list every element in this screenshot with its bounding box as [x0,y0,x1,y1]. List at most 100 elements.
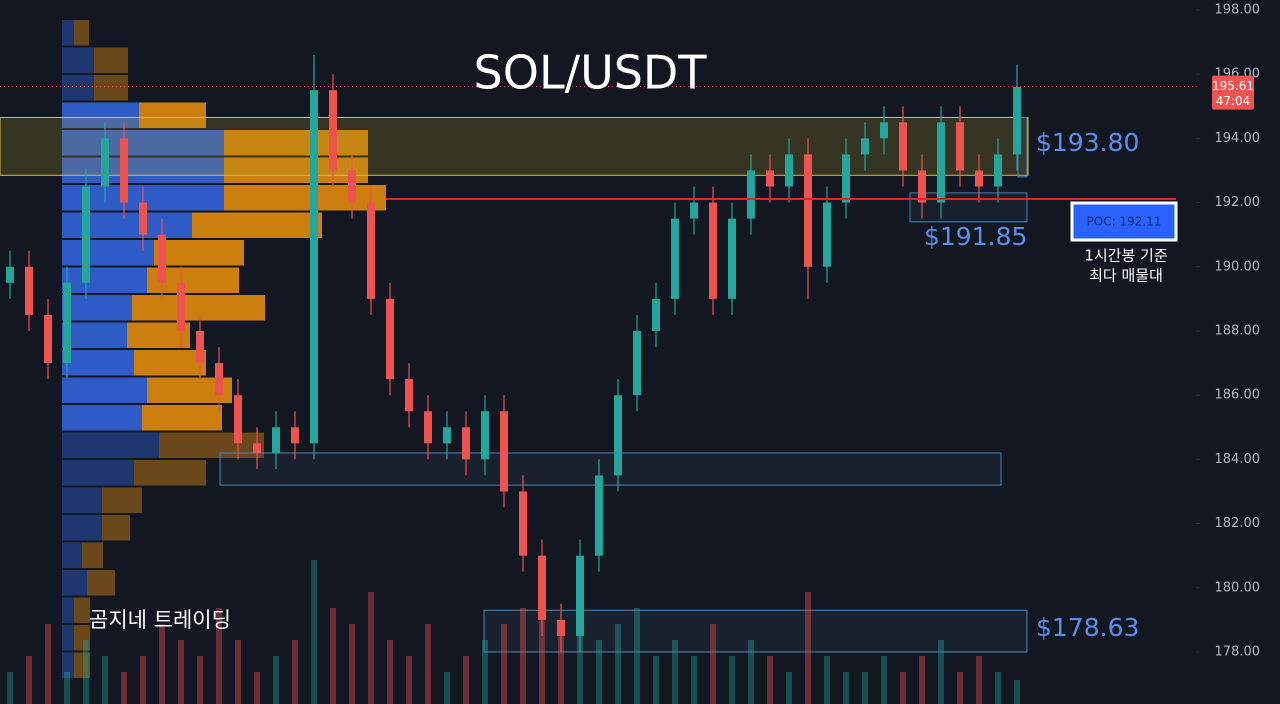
profile-buy [62,267,147,293]
volume-bar [425,624,431,704]
profile-buy [62,432,159,458]
volume-bar [64,672,70,704]
candle-body [6,266,14,283]
volume-bar [330,608,336,704]
volume-bar [83,640,89,704]
volume-bar [786,672,792,704]
profile-sell [94,47,128,73]
volume-bar [520,608,526,704]
candle-body [500,411,508,492]
profile-sell [87,570,115,596]
volume-bar [767,656,773,704]
poc-box [1070,201,1178,242]
candle-body [785,154,793,187]
candle-body [880,122,888,139]
profile-sell [74,625,90,651]
candle-body [633,330,641,396]
volume-bar [197,656,203,704]
profile-buy [62,47,94,73]
candle-body [994,154,1002,187]
profile-buy [62,322,127,348]
profile-buy [62,350,134,376]
volume-bar [900,672,906,704]
profile-buy [62,295,132,321]
volume-bar [539,592,545,704]
candle-body [576,555,584,636]
profile-buy [62,20,74,46]
profile-buy [62,652,74,678]
candle-body [367,202,375,299]
profile-sell [192,212,322,238]
candle-body [25,266,33,315]
volume-bar [748,640,754,704]
candle-body [823,202,831,267]
candle-body [557,619,565,636]
profile-sell [139,102,206,128]
candle-body [120,138,128,203]
volume-bar [558,624,564,704]
y-tick-label: 192.00 [1215,195,1261,210]
profile-buy [62,405,142,431]
candle-body [386,298,394,380]
y-tick-label: 182.00 [1215,516,1261,531]
candle-body [196,330,204,364]
candle-body [44,314,52,364]
zone [909,192,1028,223]
zone [219,452,1002,486]
candle-body [462,427,470,460]
candle-body [690,202,698,219]
volume-bar [140,656,146,704]
annotation: $193.80 [1036,128,1139,157]
watermark: 곰지네 트레이딩 [89,608,231,632]
profile-buy [62,515,102,541]
volume-bar [311,560,317,704]
volume-bar [121,672,127,704]
volume-bar [482,640,488,704]
volume-bar [273,656,279,704]
candle-body [804,154,812,267]
volume-bar [938,640,944,704]
volume-bar [729,656,735,704]
candle-body [443,427,451,444]
profile-sell [102,487,142,513]
profile-sell [159,432,264,458]
chart-title: SOL/USDT [474,46,708,100]
y-tick-label: 190.00 [1215,259,1261,274]
annotation: $191.85 [924,222,1027,251]
countdown: 47:04 [1216,94,1251,108]
candle-body [519,491,527,556]
volume-bar [102,656,108,704]
volume-bar [843,672,849,704]
volume-bar [615,624,621,704]
candle-body [975,170,983,187]
candle-body [63,282,71,364]
profile-sell [74,597,90,623]
volume-bar [45,624,51,704]
volume-bar [710,624,716,704]
candle-body [728,218,736,299]
candle-body [937,122,945,203]
candle-body [424,411,432,444]
profile-sell [224,157,368,183]
profile-buy [62,102,139,128]
y-tick-label: 186.00 [1215,388,1261,403]
profile-sell [74,652,90,678]
candle-body [671,218,679,299]
volume-bar [995,672,1001,704]
volume-bar [292,640,298,704]
volume-bar [691,656,697,704]
profile-sell [102,515,130,541]
candle-body [918,170,926,203]
last-price-box [1212,75,1254,110]
volume-bar [349,624,355,704]
annotation: $178.63 [1036,613,1139,642]
y-tick-label: 194.00 [1215,131,1261,146]
candle-body [253,443,261,453]
volume-bar [368,592,374,704]
volume-bar [235,640,241,704]
volume-bar [387,640,393,704]
profile-buy [62,157,224,183]
profile-buy [62,377,147,403]
profile-sell [142,405,222,431]
candle-body [614,395,622,476]
